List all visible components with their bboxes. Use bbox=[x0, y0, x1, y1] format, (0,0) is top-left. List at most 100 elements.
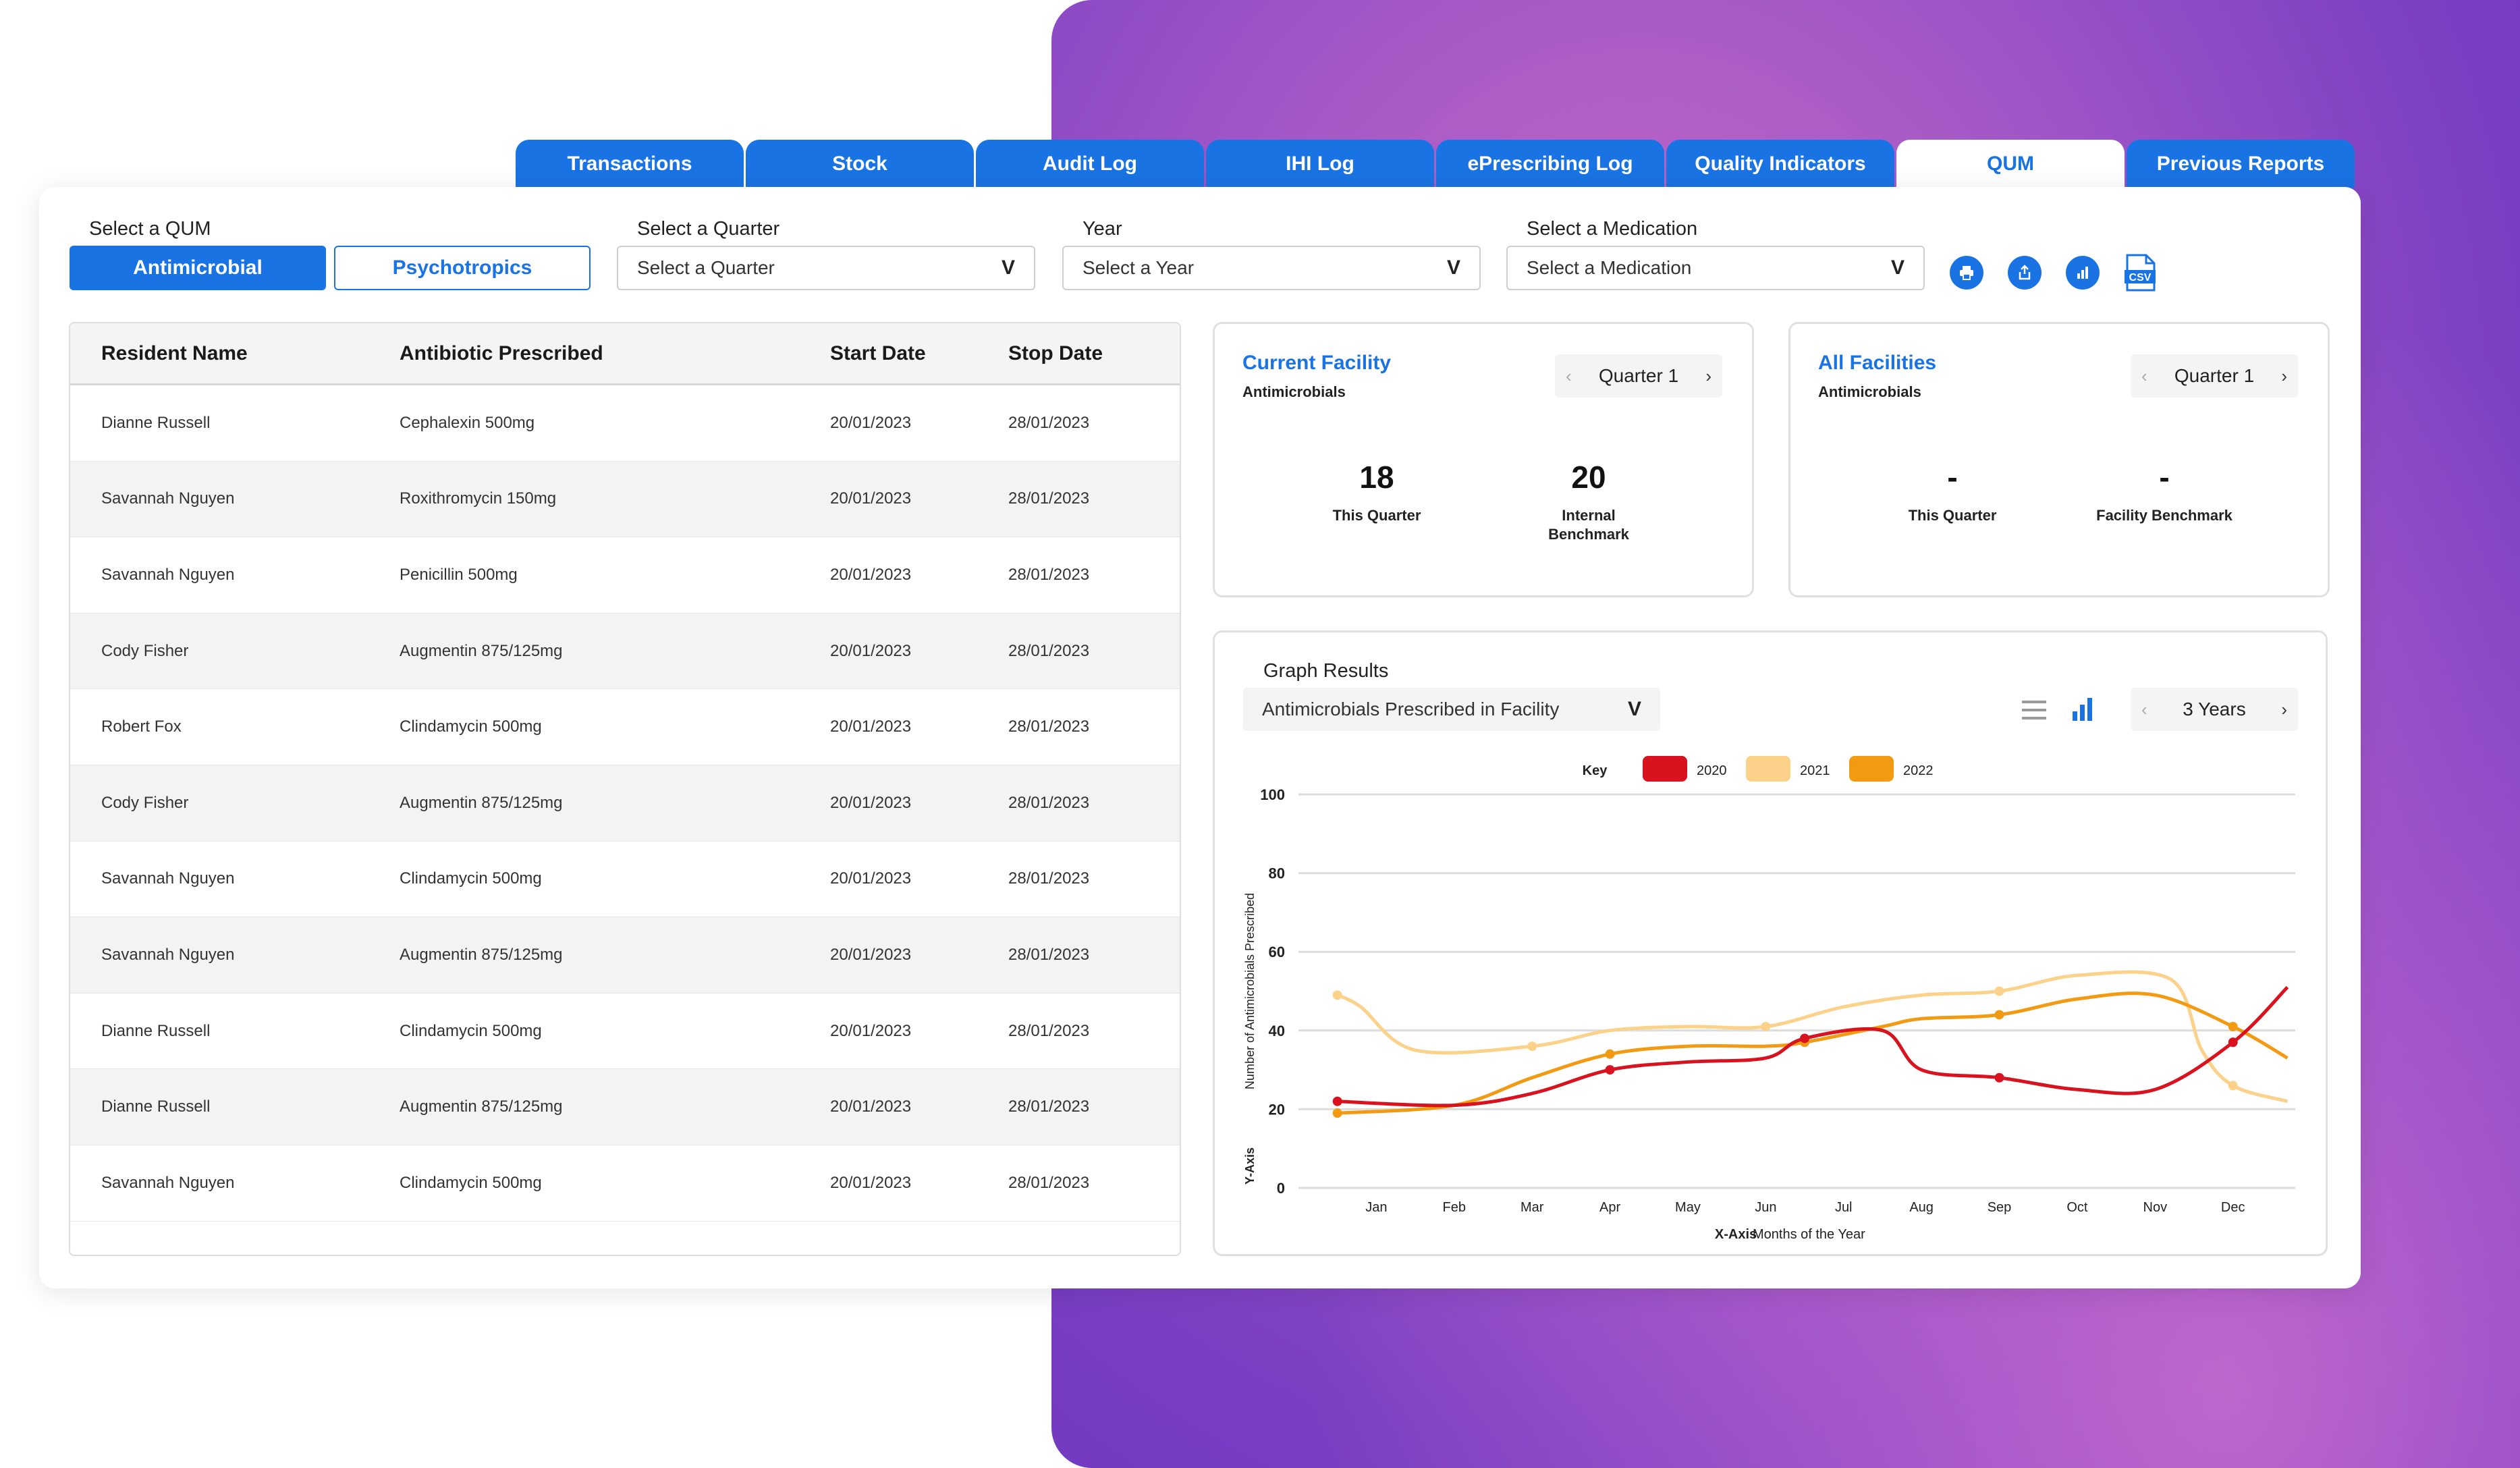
all-this-quarter-value: - bbox=[1947, 460, 1958, 495]
table-row[interactable]: Cody Fisher Augmentin 875/125mg 20/01/2023… bbox=[70, 765, 1180, 842]
tab-transactions[interactable]: Transactions bbox=[516, 140, 744, 188]
cell-start-date: 20/01/2023 bbox=[830, 413, 912, 432]
tab-qum[interactable]: QUM bbox=[1896, 140, 2125, 188]
x-tick-label: Sep bbox=[1988, 1200, 2012, 1215]
current-facility-subtitle: Antimicrobials bbox=[1242, 383, 1346, 400]
cell-start-date: 20/01/2023 bbox=[830, 641, 912, 660]
tab-audit-log[interactable]: Audit Log bbox=[976, 140, 1204, 188]
current-this-quarter-value: 18 bbox=[1359, 460, 1394, 495]
cell-resident-name: Dianne Russell bbox=[101, 1021, 211, 1040]
chevron-down-icon: V bbox=[1446, 256, 1460, 279]
y-tick-label: 0 bbox=[1277, 1180, 1285, 1197]
year-select[interactable]: Select a Year V bbox=[1062, 246, 1481, 290]
chart-x-axis: Jan Feb Mar Apr May Jun Jul Aug Sep Oct Nov Dec X-Ax… bbox=[1365, 1200, 2245, 1242]
quarter-select[interactable]: Select a Quarter V bbox=[617, 246, 1035, 290]
chevron-left-icon[interactable]: ‹ bbox=[1566, 365, 1572, 386]
tab-quality-indicators[interactable]: Quality Indicators bbox=[1666, 140, 1894, 188]
x-axis-title: Months of the Year bbox=[1753, 1227, 1865, 1242]
tab-previous-reports[interactable]: Previous Reports bbox=[2127, 140, 2355, 188]
cell-antibiotic: Roxithromycin 150mg bbox=[400, 489, 557, 508]
table-row[interactable]: Savannah Nguyen Penicillin 500mg 20/01/202… bbox=[70, 537, 1180, 614]
current-this-quarter-label: This Quarter bbox=[1332, 507, 1421, 524]
psychotropics-button[interactable]: Psychotropics bbox=[334, 246, 591, 290]
share-icon[interactable] bbox=[2008, 256, 2042, 290]
legend-swatch bbox=[1849, 756, 1894, 782]
table-row[interactable]: Dianne Russell Augmentin 875/125mg 20/01/2… bbox=[70, 1069, 1180, 1145]
chevron-down-icon: V bbox=[1001, 256, 1015, 279]
table-row[interactable]: Dianne Russell Cephalexin 500mg 20/01/2023… bbox=[70, 385, 1180, 462]
table-row[interactable]: Robert Fox Clindamycin 500mg 20/01/2023 28/… bbox=[70, 689, 1180, 765]
cell-stop-date: 28/01/2023 bbox=[1008, 945, 1090, 964]
cell-antibiotic: Clindamycin 500mg bbox=[400, 1021, 542, 1040]
cell-antibiotic: Cephalexin 500mg bbox=[400, 413, 535, 432]
data-point[interactable] bbox=[1800, 1033, 1810, 1043]
header-resident-name[interactable]: Resident Name bbox=[101, 342, 248, 364]
data-point[interactable] bbox=[1994, 1010, 2004, 1020]
csv-icon[interactable]: CSV bbox=[2125, 254, 2156, 292]
table-row[interactable]: Savannah Nguyen Augmentin 875/125mg 20/01/… bbox=[70, 917, 1180, 994]
header-stop-date[interactable]: Stop Date bbox=[1008, 342, 1103, 364]
table-row[interactable]: Savannah Nguyen Clindamycin 500mg 20/01/20… bbox=[70, 1145, 1180, 1222]
data-point[interactable] bbox=[1332, 990, 1342, 1000]
data-point[interactable] bbox=[1994, 1072, 2004, 1083]
data-point[interactable] bbox=[1605, 1049, 1615, 1059]
chart-series bbox=[1332, 970, 2289, 1118]
chevron-right-icon[interactable]: › bbox=[2281, 365, 2287, 386]
cell-start-date: 20/01/2023 bbox=[830, 489, 912, 508]
bar-chart-icon[interactable] bbox=[2066, 256, 2100, 290]
cell-start-date: 20/01/2023 bbox=[830, 717, 912, 736]
graph-series-select[interactable]: Antimicrobials Prescribed in Facility V bbox=[1243, 688, 1660, 731]
cell-antibiotic: Penicillin 500mg bbox=[400, 565, 518, 584]
main-tabs: Transactions Stock Audit Log IHI Log ePr… bbox=[516, 140, 2357, 188]
legend-swatch bbox=[1746, 756, 1790, 782]
x-tick-label: May bbox=[1675, 1200, 1701, 1215]
list-view-icon[interactable] bbox=[2021, 698, 2048, 722]
cell-antibiotic: Augmentin 875/125mg bbox=[400, 641, 563, 660]
data-point[interactable] bbox=[1994, 986, 2004, 996]
data-point[interactable] bbox=[1605, 1065, 1615, 1075]
x-tick-label: Jul bbox=[1835, 1200, 1853, 1215]
chart-grid: 0 20 40 60 80 100 Number of Antimicrobials Pre… bbox=[1243, 786, 2295, 1197]
all-benchmark-value: - bbox=[2159, 460, 2170, 495]
y-tick-label: 80 bbox=[1269, 865, 1285, 882]
chevron-left-icon[interactable]: ‹ bbox=[2141, 699, 2147, 719]
data-point[interactable] bbox=[1761, 1021, 1771, 1031]
chevron-right-icon[interactable]: › bbox=[1705, 365, 1711, 386]
chevron-left-icon[interactable]: ‹ bbox=[2141, 365, 2147, 386]
cell-start-date: 20/01/2023 bbox=[830, 945, 912, 964]
data-point[interactable] bbox=[1527, 1041, 1537, 1052]
graph-series-value: Antimicrobials Prescribed in Facility bbox=[1262, 699, 1560, 719]
all-facilities-title: All Facilities bbox=[1818, 352, 1937, 374]
y-tick-label: 60 bbox=[1269, 944, 1285, 960]
x-tick-label: Jun bbox=[1755, 1200, 1776, 1215]
tab-stock[interactable]: Stock bbox=[746, 140, 974, 188]
tab-eprescribing-log[interactable]: ePrescribing Log bbox=[1436, 140, 1664, 188]
antimicrobial-button[interactable]: Antimicrobial bbox=[70, 246, 326, 290]
chevron-down-icon: V bbox=[1890, 256, 1905, 279]
header-antibiotic[interactable]: Antibiotic Prescribed bbox=[400, 342, 603, 364]
table-row[interactable]: Savannah Nguyen Roxithromycin 150mg 20/01/… bbox=[70, 461, 1180, 538]
data-point[interactable] bbox=[2228, 1081, 2238, 1091]
cell-stop-date: 28/01/2023 bbox=[1008, 489, 1090, 508]
cell-antibiotic: Augmentin 875/125mg bbox=[400, 945, 563, 964]
data-point[interactable] bbox=[1332, 1108, 1342, 1118]
data-point[interactable] bbox=[2228, 1021, 2238, 1031]
table-row[interactable]: Savannah Nguyen Clindamycin 500mg 20/01/20… bbox=[70, 842, 1180, 918]
range-selector: ‹ 3 Years › bbox=[2131, 688, 2298, 731]
print-icon[interactable] bbox=[1950, 256, 1983, 290]
data-point[interactable] bbox=[2228, 1037, 2238, 1048]
table-row[interactable]: Dianne Russell Clindamycin 500mg 20/01/202… bbox=[70, 994, 1180, 1070]
resident-table: Resident Name Antibiotic Prescribed Star… bbox=[69, 322, 1181, 1256]
header-start-date[interactable]: Start Date bbox=[830, 342, 926, 364]
quarter-label: Select a Quarter bbox=[637, 218, 780, 240]
cell-stop-date: 28/01/2023 bbox=[1008, 793, 1090, 812]
table-row[interactable]: Cody Fisher Augmentin 875/125mg 20/01/2023… bbox=[70, 613, 1180, 690]
tab-ihi-log[interactable]: IHI Log bbox=[1206, 140, 1434, 188]
cell-start-date: 20/01/2023 bbox=[830, 869, 912, 888]
chevron-right-icon[interactable]: › bbox=[2281, 699, 2287, 719]
data-point[interactable] bbox=[1332, 1096, 1342, 1106]
x-tick-label: Dec bbox=[2221, 1200, 2245, 1215]
medication-select[interactable]: Select a Medication V bbox=[1506, 246, 1925, 290]
chart-view-icon[interactable] bbox=[2071, 695, 2095, 722]
cell-stop-date: 28/01/2023 bbox=[1008, 1097, 1090, 1116]
